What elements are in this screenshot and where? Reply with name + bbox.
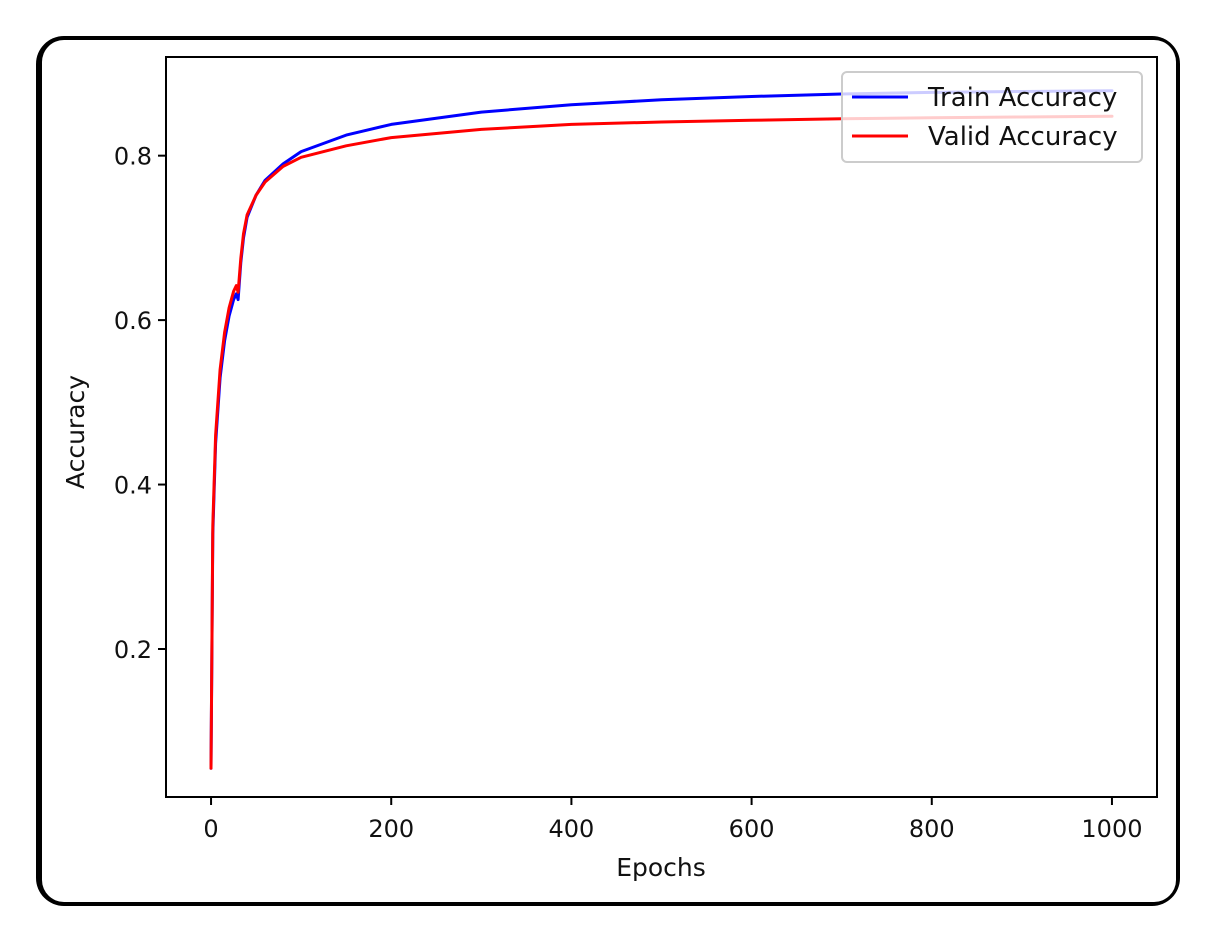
x-axis-ticks: 0 200 400 600 800 1000	[203, 797, 1142, 843]
chart-card: 0 200 400 600 800 1000 0.2 0.4 0.6 0.8 Epochs Ac…	[42, 40, 1176, 902]
x-tick-label: 800	[909, 815, 955, 843]
x-tick-label: 600	[729, 815, 775, 843]
x-tick-label: 1000	[1081, 815, 1142, 843]
x-axis-label: Epochs	[616, 853, 706, 882]
y-tick-label: 0.8	[114, 143, 152, 171]
x-tick-label: 200	[368, 815, 414, 843]
series-layer	[209, 89, 1114, 770]
series-line-valid	[209, 114, 1114, 770]
accuracy-line-chart: 0 200 400 600 800 1000 0.2 0.4 0.6 0.8 Epochs Ac…	[61, 56, 1158, 882]
y-tick-label: 0.2	[114, 636, 152, 664]
y-axis-label: Accuracy	[61, 375, 90, 489]
plot-area-border	[165, 56, 1158, 798]
y-tick-label: 0.4	[114, 472, 152, 500]
x-tick-label: 400	[549, 815, 595, 843]
legend: Train Accuracy Valid Accuracy	[841, 71, 1143, 163]
legend-label-train: Train Accuracy	[927, 83, 1117, 113]
series-line-train	[209, 89, 1114, 770]
x-tick-label: 0	[203, 815, 218, 843]
legend-label-valid: Valid Accuracy	[928, 122, 1118, 152]
y-tick-label: 0.6	[114, 307, 152, 335]
y-axis-ticks: 0.2 0.4 0.6 0.8	[114, 143, 166, 664]
legend-box	[841, 71, 1143, 163]
